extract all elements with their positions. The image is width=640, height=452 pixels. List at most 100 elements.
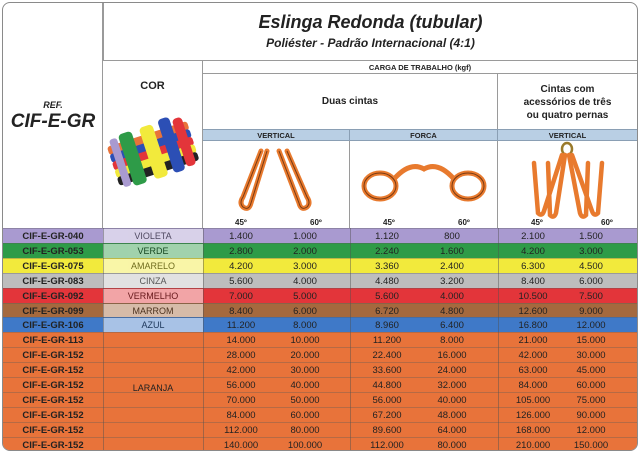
laranja-label: LARANJA [132,383,174,393]
load-value: 4.500 [579,260,603,272]
load-value: 48.000 [437,409,467,421]
load-value: 80.000 [437,439,467,451]
column-divider [103,228,104,450]
load-value: 21.000 [518,335,548,347]
load-value: 8.000 [293,320,317,332]
load-value: 1.600 [440,245,464,257]
load-value: 60.000 [290,409,320,421]
load-value: 2.800 [229,245,253,257]
carga-header: CARGA DE TRABALHO (kgf) [203,61,637,74]
load-value: 9.000 [579,305,603,317]
table-row: CIF-E-GR-106 AZUL 11.200 8.000 8.960 6.400 16.… [3,317,637,334]
load-value: 2.240 [375,245,399,257]
cintas-line-2: acessórios de três [523,97,612,108]
product-code: CIF-E-GR-106 [22,320,84,332]
load-value: 42.000 [226,365,256,377]
angle-label: 45º [531,218,543,227]
column-divider [498,228,499,450]
color-name [103,393,203,408]
load-value: 5.000 [293,290,317,302]
load-value: 84.000 [518,380,548,391]
table-row: CIF-E-GR-152 84.000 60.000 67.200 48.000 126.… [3,406,637,423]
sub-header-forca: FORCA [350,129,498,141]
ref-code: CIF-E-GR [10,111,96,132]
load-value: 15.000 [576,335,606,347]
load-value: 44.800 [372,380,402,391]
load-value: 140.000 [223,439,259,451]
load-value: 1.000 [293,231,317,242]
product-code: CIF-E-GR-152 [22,424,84,436]
cor-header-label: COR [140,80,165,92]
load-value: 210.000 [515,439,551,451]
angle-label: 60º [458,218,470,227]
load-value: 126.000 [515,409,551,421]
table-row: CIF-E-GR-099 MARROM 8.400 6.000 6.720 4.800 12… [3,302,637,319]
table-row: CIF-E-GR-152 140.000 100.000 112.000 80.000 2… [3,436,637,451]
load-value: 112.000 [370,439,404,451]
load-value: 6.000 [293,305,317,317]
table-row: CIF-E-GR-152 42.000 30.000 33.600 24.000 63.0… [3,362,637,379]
load-value: 8.400 [521,275,545,287]
load-value: 7.500 [579,290,603,302]
load-value: 2.400 [440,260,464,272]
sub-header-vertical-2: VERTICAL [498,129,637,141]
load-value: 45.000 [576,365,606,377]
load-value: 800 [444,231,460,242]
table-row: CIF-E-GR-152 28.000 20.000 22.400 16.000 42.0… [3,347,637,364]
load-value: 80.000 [290,424,320,436]
load-value: 100.000 [287,439,323,451]
product-code: CIF-E-GR-075 [22,260,84,272]
load-value: 10.000 [290,335,320,347]
load-value: 12.000 [576,424,606,436]
load-value: 28.000 [226,350,256,362]
load-value: 75.000 [576,394,606,406]
product-code: CIF-E-GR-083 [22,275,84,287]
sub-header-vertical-1: VERTICAL [203,129,350,141]
color-name [103,408,203,423]
color-name [103,438,203,450]
angle-label: 60º [310,218,322,227]
load-value: 168.000 [515,424,551,436]
vertical-sling-illustration [203,141,350,228]
ref-cell: REF. CIF-E-GR [3,3,103,228]
product-code: CIF-E-GR-053 [22,245,84,257]
color-name: AZUL [103,318,203,334]
load-value: 40.000 [437,394,467,406]
load-value: 8.400 [229,305,253,317]
product-code: CIF-E-GR-099 [22,305,84,317]
color-name: VERMELHO [103,288,203,304]
load-value: 2.000 [293,245,317,257]
angle-label: 45º [383,218,395,227]
load-value: 4.480 [375,275,399,287]
sling-bundle-image [107,117,199,187]
product-code: CIF-E-GR-152 [22,365,84,377]
load-value: 1.120 [375,231,399,242]
product-code: CIF-E-GR-152 [22,380,84,391]
table-row: CIF-E-GR-092 VERMELHO 7.000 5.000 5.600 4.000… [3,287,637,304]
load-value: 16.800 [518,320,548,332]
cor-header: COR [103,61,203,228]
load-value: 1.400 [229,231,253,242]
load-value: 30.000 [290,365,320,377]
product-code: CIF-E-GR-040 [22,231,84,242]
load-value: 6.400 [440,320,464,332]
load-value: 22.400 [372,350,402,362]
load-value: 89.600 [372,424,402,436]
angle-label: 60º [601,218,613,227]
table-row: CIF-E-GR-053 VERDE 2.800 2.000 2.240 1.600 4.2… [3,242,637,259]
load-value: 11.200 [372,335,402,347]
product-code: CIF-E-GR-152 [22,409,84,421]
load-value: 40.000 [290,380,320,391]
angle-label: 45º [235,218,247,227]
color-name [103,348,203,363]
duas-cintas-header: Duas cintas [203,74,498,129]
load-value: 32.000 [437,380,467,391]
forca-sling-illustration [350,141,498,228]
load-value: 64.000 [437,424,467,436]
load-value: 4.200 [229,260,253,272]
four-leg-sling-illustration [498,141,637,228]
table-row: CIF-E-GR-152 112.000 80.000 89.600 64.000 168… [3,421,637,438]
load-value: 2.100 [521,231,545,242]
load-value: 63.000 [518,365,548,377]
